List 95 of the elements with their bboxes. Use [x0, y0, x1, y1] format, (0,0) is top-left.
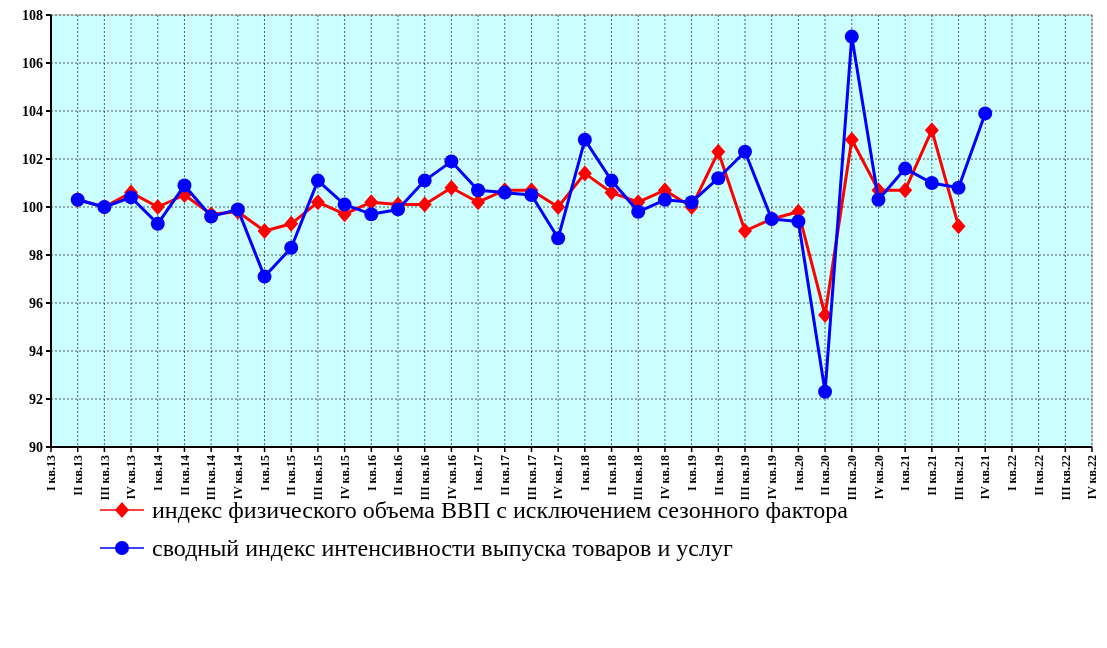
- point: [471, 183, 486, 198]
- point: [444, 179, 459, 196]
- point: [791, 214, 806, 229]
- point: [818, 384, 833, 399]
- point: [257, 223, 272, 239]
- x-tick-label: II кв.21: [925, 455, 940, 496]
- x-tick-label: III кв.14: [204, 455, 219, 501]
- x-tick-label: II кв.14: [177, 455, 192, 496]
- x-tick-label: II кв.13: [70, 455, 85, 496]
- y-tick-label: 108: [22, 7, 43, 23]
- point: [631, 204, 646, 219]
- x-tick-label: IV кв.13: [124, 455, 139, 500]
- x-tick-label: I кв.20: [791, 455, 806, 492]
- y-tick-label: 106: [22, 55, 43, 71]
- point: [844, 131, 859, 148]
- x-tick-label: I кв.17: [471, 455, 486, 492]
- point: [951, 218, 966, 235]
- point: [391, 202, 405, 217]
- point: [257, 269, 272, 284]
- point: [898, 182, 913, 199]
- point: [444, 154, 459, 169]
- x-tick-label: IV кв.17: [551, 455, 566, 500]
- x-tick-label: I кв.13: [44, 455, 59, 492]
- point: [524, 188, 539, 202]
- x-tick-label: III кв.16: [417, 455, 432, 501]
- point: [471, 194, 486, 211]
- x-tick-label: I кв.22: [1005, 455, 1020, 492]
- point: [577, 132, 592, 147]
- point: [124, 190, 139, 205]
- point: [177, 178, 192, 193]
- point: [871, 192, 886, 207]
- x-tick-label: III кв.21: [951, 455, 966, 501]
- point: [417, 173, 432, 188]
- x-tick-label: II кв.15: [284, 455, 299, 496]
- y-tick-label: 104: [22, 103, 43, 119]
- x-tick-label: IV кв.21: [978, 455, 993, 500]
- point: [150, 199, 165, 215]
- y-tick-label: 92: [29, 391, 43, 407]
- y-tick-label: 98: [29, 247, 43, 263]
- point: [924, 122, 939, 139]
- x-tick-label: III кв.13: [97, 455, 112, 501]
- y-tick-label: 90: [29, 439, 43, 455]
- point: [577, 165, 592, 182]
- x-tick-label: IV кв.16: [444, 455, 459, 500]
- point: [684, 195, 699, 210]
- x-tick-label: IV кв.18: [658, 455, 673, 500]
- point: [711, 171, 726, 186]
- x-tick-label: III кв.18: [631, 455, 646, 501]
- x-tick-label: IV кв.19: [764, 455, 779, 500]
- x-tick-label: II кв.20: [818, 455, 833, 496]
- x-tick-label: I кв.16: [364, 455, 379, 492]
- y-tick-label: 94: [29, 343, 43, 359]
- y-tick-label: 96: [29, 295, 43, 311]
- point: [551, 231, 566, 246]
- x-tick-label: I кв.15: [257, 455, 272, 492]
- x-tick-label: IV кв.20: [871, 455, 886, 500]
- x-tick-label: II кв.22: [1031, 455, 1046, 496]
- point: [364, 207, 379, 222]
- x-tick-label: III кв.22: [1058, 455, 1073, 501]
- point: [738, 144, 752, 159]
- x-tick-label: IV кв.22: [1085, 455, 1100, 500]
- x-tick-label: II кв.16: [391, 455, 406, 496]
- point: [310, 194, 325, 211]
- point: [898, 161, 913, 176]
- x-tick-label: I кв.18: [578, 455, 593, 492]
- x-tick-label: III кв.15: [311, 455, 326, 501]
- x-tick-label: III кв.17: [524, 455, 539, 501]
- x-tick-label: III кв.19: [738, 455, 753, 501]
- point: [604, 173, 619, 188]
- x-tick-label: IV кв.15: [337, 455, 352, 500]
- point: [738, 223, 752, 239]
- point: [284, 215, 299, 232]
- point: [284, 240, 299, 255]
- point: [551, 199, 566, 215]
- legend-label: сводный индекс интенсивности выпуска товаров и услуг: [152, 535, 733, 562]
- y-tick-label: 102: [22, 151, 43, 167]
- point: [337, 197, 352, 212]
- point: [711, 143, 726, 160]
- point: [951, 180, 966, 195]
- x-tick-label: I кв.21: [898, 455, 913, 492]
- point: [657, 192, 672, 207]
- x-tick-label: I кв.14: [150, 455, 165, 492]
- x-tick-label: I кв.19: [684, 455, 699, 492]
- point: [978, 106, 993, 121]
- point: [844, 29, 859, 44]
- x-tick-label: IV кв.14: [231, 455, 246, 500]
- x-tick-label: II кв.19: [711, 455, 726, 496]
- x-tick-label: III кв.20: [844, 455, 859, 501]
- point: [417, 196, 432, 213]
- point: [924, 176, 939, 190]
- x-tick-label: II кв.18: [604, 455, 619, 496]
- x-tick-label: II кв.17: [497, 455, 512, 496]
- point: [150, 216, 165, 231]
- y-tick-label: 100: [22, 199, 43, 215]
- point: [310, 173, 325, 188]
